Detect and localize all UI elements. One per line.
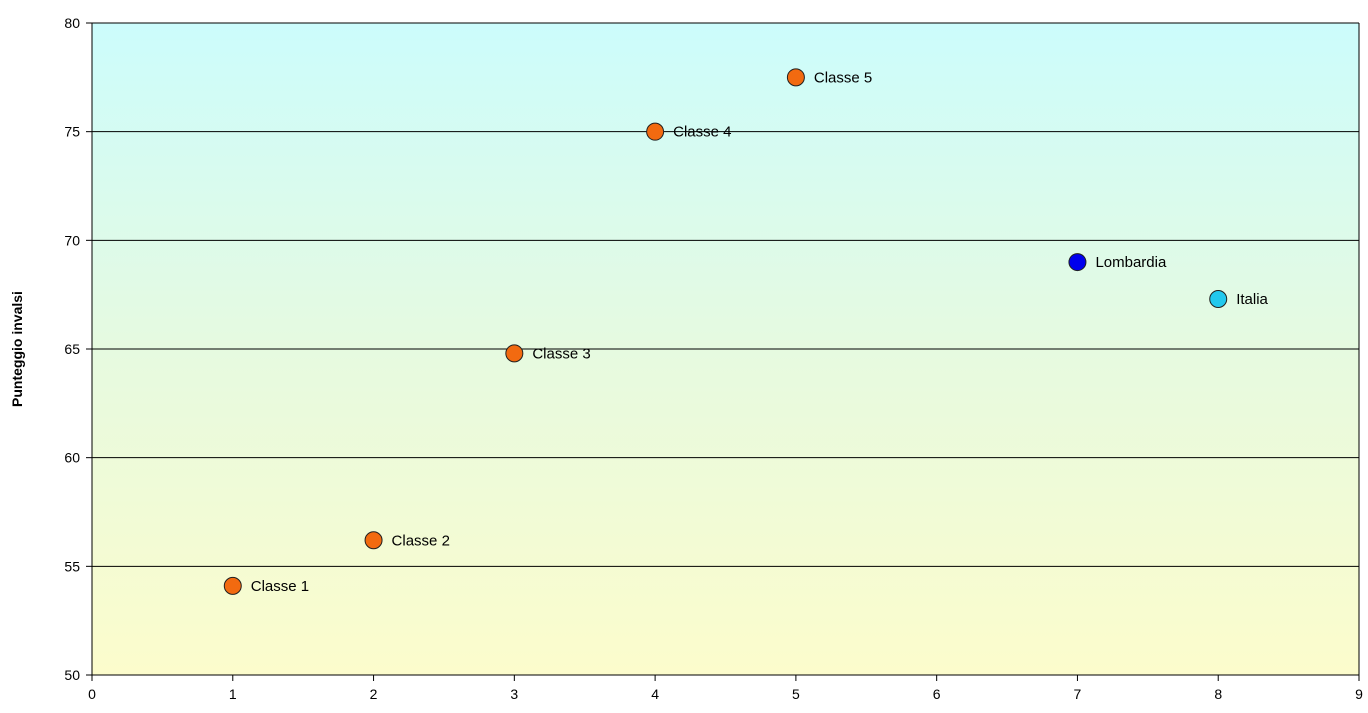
data-label: Classe 3	[532, 345, 590, 362]
data-label: Classe 2	[392, 532, 450, 549]
axes	[86, 22, 1360, 681]
tick-labels: 50 55 60 65 70 75 80 0 1 2 3 4 5 6 7 8 9	[64, 15, 1363, 702]
data-label: Italia	[1236, 291, 1268, 308]
y-tick-label: 60	[64, 450, 80, 466]
data-label: Classe 5	[814, 69, 872, 86]
y-axis-label: Punteggio invalsi	[9, 291, 25, 407]
data-point	[1209, 290, 1228, 309]
data-label: Classe 4	[673, 124, 731, 141]
x-tick-label: 0	[88, 686, 96, 702]
data-label: Lombardia	[1095, 254, 1167, 271]
x-tick-label: 6	[933, 686, 941, 702]
data-point	[505, 344, 524, 363]
x-tick-label: 9	[1355, 686, 1363, 702]
data-point	[646, 122, 665, 141]
x-tick-label: 2	[370, 686, 378, 702]
y-tick-label: 55	[64, 558, 80, 574]
data-point	[364, 531, 383, 550]
data-points: Classe 1 Classe 2 Classe 3 Classe 4 Classe 5…	[223, 68, 1269, 595]
data-point	[223, 576, 242, 595]
x-tick-label: 8	[1214, 686, 1222, 702]
y-tick-label: 50	[64, 667, 80, 683]
x-tick-label: 3	[510, 686, 518, 702]
data-point	[1068, 253, 1087, 272]
x-tick-label: 1	[229, 686, 237, 702]
y-tick-label: 80	[64, 15, 80, 31]
y-tick-label: 70	[64, 232, 80, 248]
y-tick-label: 65	[64, 341, 80, 357]
data-label: Classe 1	[251, 578, 309, 595]
x-tick-label: 5	[792, 686, 800, 702]
x-tick-label: 4	[651, 686, 659, 702]
y-tick-label: 75	[64, 124, 80, 140]
data-point	[786, 68, 805, 87]
x-tick-label: 7	[1074, 686, 1082, 702]
